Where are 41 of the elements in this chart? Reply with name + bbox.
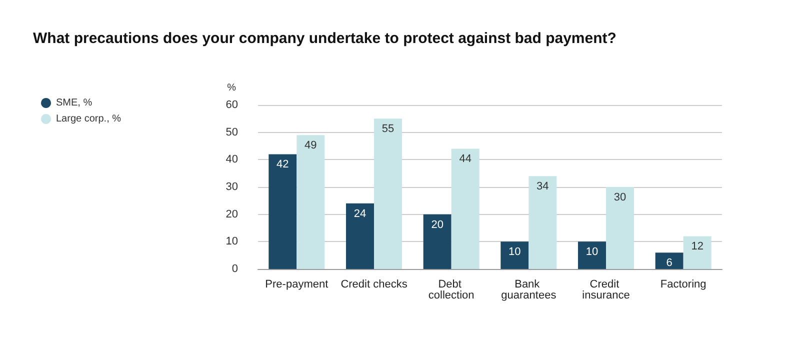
data-label: 34	[536, 180, 549, 193]
data-label: 12	[691, 240, 704, 253]
data-label: 30	[614, 192, 626, 204]
chart-title: What precautions does your company undertake to protect against bad payment?	[33, 30, 616, 47]
legend-label: Large corp., %	[56, 114, 122, 124]
x-tick-label: Credit insurance	[582, 278, 630, 302]
data-label: 55	[382, 123, 394, 136]
y-axis-title: %	[227, 82, 236, 94]
bar	[683, 236, 712, 269]
data-label: 49	[304, 140, 317, 152]
x-tick-label: Credit checks	[340, 278, 408, 290]
x-tick-label: Factoring	[660, 278, 706, 290]
x-tick-label: Pre-payment	[265, 278, 328, 290]
bar	[528, 176, 557, 269]
y-tick-label: 50	[226, 126, 238, 138]
bar	[268, 154, 297, 269]
bar	[423, 214, 452, 269]
x-tick-label: Bank guarantees	[501, 278, 557, 302]
y-tick-label: 0	[232, 263, 238, 275]
data-label: 10	[586, 246, 598, 258]
bar	[500, 242, 529, 269]
data-label: 42	[276, 158, 289, 171]
data-label: 6	[666, 257, 672, 270]
bar	[606, 187, 634, 269]
bar	[346, 203, 374, 269]
data-label: 44	[459, 153, 472, 166]
bar	[451, 148, 480, 269]
legend-label: SME, %	[56, 98, 92, 108]
data-label: 20	[431, 218, 444, 231]
y-tick-label: 40	[226, 154, 238, 166]
data-label: 10	[508, 246, 521, 258]
bar	[655, 252, 684, 269]
y-tick-label: 10	[226, 236, 238, 248]
y-tick-label: 30	[226, 181, 238, 193]
bar	[374, 118, 402, 269]
y-tick-label: 60	[226, 99, 238, 111]
x-tick-label: Debt collection	[428, 278, 474, 302]
y-tick-label: 20	[226, 208, 238, 220]
bar	[578, 242, 606, 269]
data-label: 24	[354, 208, 366, 220]
bar	[296, 135, 325, 269]
